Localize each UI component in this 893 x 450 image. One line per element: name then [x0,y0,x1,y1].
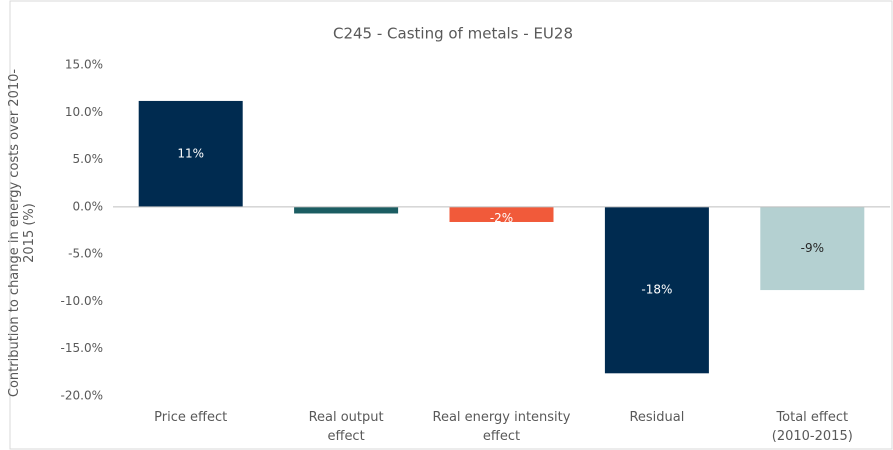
y-tick-label: 15.0% [65,58,103,72]
x-tick-label: Total effect (2010-2015) [771,410,853,444]
y-tick-label: 10.0% [65,105,103,119]
y-tick-label: 0.0% [73,199,104,213]
y-tick-label: -10.0% [61,294,103,308]
x-tick-label: Real output effect [308,410,384,444]
y-tick-label: -5.0% [68,247,103,261]
chart-title: C245 - Casting of metals - EU28 [333,25,573,43]
x-tick-label: Price effect [154,410,228,425]
bar [294,206,399,214]
bar [760,206,865,291]
y-tick-label: -20.0% [61,389,103,403]
bar [604,206,709,374]
x-tick-label: Real energy intensity effect [432,410,571,444]
value-label: -9% [801,241,824,255]
bar [138,100,243,207]
x-tick-label: Residual [629,410,685,425]
bar [449,206,554,222]
value-label: 11% [177,146,204,160]
y-tick-label: -15.0% [61,341,103,355]
value-label: -2% [490,211,513,225]
y-axis-title: Contribution to change in energy costs o… [7,68,37,398]
y-tick-label: 5.0% [73,152,104,166]
value-label: -18% [641,283,672,297]
chart-border [9,0,893,450]
